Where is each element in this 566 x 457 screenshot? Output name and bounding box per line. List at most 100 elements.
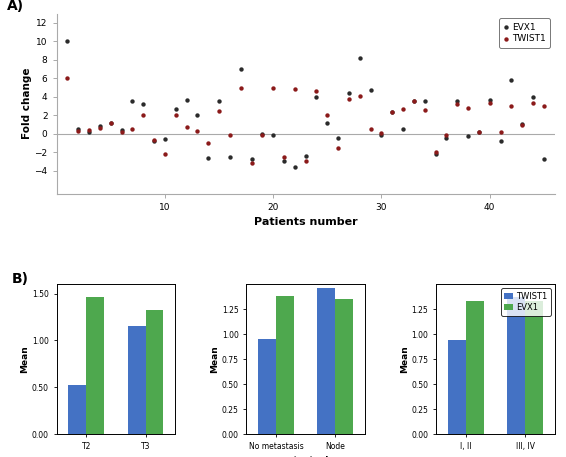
Bar [86,298,104,434]
TWIST1 [290,86,299,93]
TWIST1 [84,126,93,133]
TWIST1 [333,145,342,152]
EVX1 [388,109,397,116]
EVX1 [128,98,137,105]
TWIST1 [431,149,440,156]
TWIST1 [171,112,180,119]
EVX1 [442,134,451,142]
TWIST1 [312,88,321,95]
Bar [68,385,86,434]
EVX1 [333,134,342,142]
EVX1 [312,93,321,101]
TWIST1 [258,132,267,139]
EVX1 [149,138,158,145]
Bar [335,299,353,434]
Bar [507,297,525,434]
EVX1 [323,119,332,126]
TWIST1 [225,131,234,138]
Y-axis label: Mean: Mean [210,345,219,373]
EVX1 [139,101,148,108]
EVX1 [345,90,354,97]
TWIST1 [366,125,375,133]
X-axis label: Patients number: Patients number [254,217,358,227]
EVX1 [420,98,429,105]
EVX1 [117,126,126,133]
Text: A): A) [7,0,24,13]
TWIST1 [74,127,83,134]
EVX1 [160,135,169,143]
EVX1 [366,87,375,94]
EVX1 [529,93,538,101]
Bar [448,340,466,434]
EVX1 [290,163,299,170]
TWIST1 [377,129,386,136]
EVX1 [496,138,505,145]
EVX1 [204,154,213,161]
Bar [258,339,276,434]
TWIST1 [539,102,548,110]
EVX1 [485,97,494,104]
TWIST1 [63,74,72,82]
TWIST1 [182,123,191,131]
Bar [525,301,543,434]
Bar [318,288,335,434]
TWIST1 [355,92,365,100]
TWIST1 [464,104,473,112]
TWIST1 [398,105,408,112]
TWIST1 [117,128,126,135]
EVX1 [269,132,278,139]
TWIST1 [388,109,397,116]
TWIST1 [529,100,538,107]
Legend: EVX1, TWIST1: EVX1, TWIST1 [499,18,550,48]
TWIST1 [128,125,137,133]
EVX1 [182,97,191,104]
EVX1 [301,152,310,159]
TWIST1 [409,98,418,105]
EVX1 [193,112,202,119]
EVX1 [74,125,83,133]
TWIST1 [496,128,505,135]
EVX1 [355,54,365,62]
EVX1 [106,119,115,126]
TWIST1 [149,137,158,144]
TWIST1 [96,124,105,132]
TWIST1 [420,106,429,113]
TWIST1 [442,131,451,138]
Y-axis label: Mean: Mean [20,345,29,373]
EVX1 [507,76,516,84]
TWIST1 [280,153,289,160]
TWIST1 [269,84,278,91]
EVX1 [236,65,245,73]
Bar [276,296,294,434]
EVX1 [474,128,483,135]
TWIST1 [453,101,462,108]
Bar [145,309,164,434]
Bar [128,326,145,434]
EVX1 [518,121,527,128]
EVX1 [453,98,462,105]
TWIST1 [106,120,115,127]
EVX1 [258,130,267,137]
Y-axis label: Mean: Mean [400,345,409,373]
EVX1 [464,133,473,140]
EVX1 [431,150,440,158]
EVX1 [84,128,93,135]
TWIST1 [301,158,310,165]
TWIST1 [160,150,169,158]
TWIST1 [323,112,332,119]
TWIST1 [236,84,245,91]
EVX1 [215,98,224,105]
EVX1 [398,125,408,133]
Bar [466,301,483,434]
TWIST1 [193,127,202,134]
EVX1 [247,155,256,162]
TWIST1 [518,122,527,129]
EVX1 [96,122,105,130]
TWIST1 [247,159,256,167]
TWIST1 [215,107,224,114]
EVX1 [539,156,548,163]
Y-axis label: Fold change: Fold change [22,68,32,139]
TWIST1 [485,100,494,107]
EVX1 [171,105,180,112]
EVX1 [409,98,418,105]
